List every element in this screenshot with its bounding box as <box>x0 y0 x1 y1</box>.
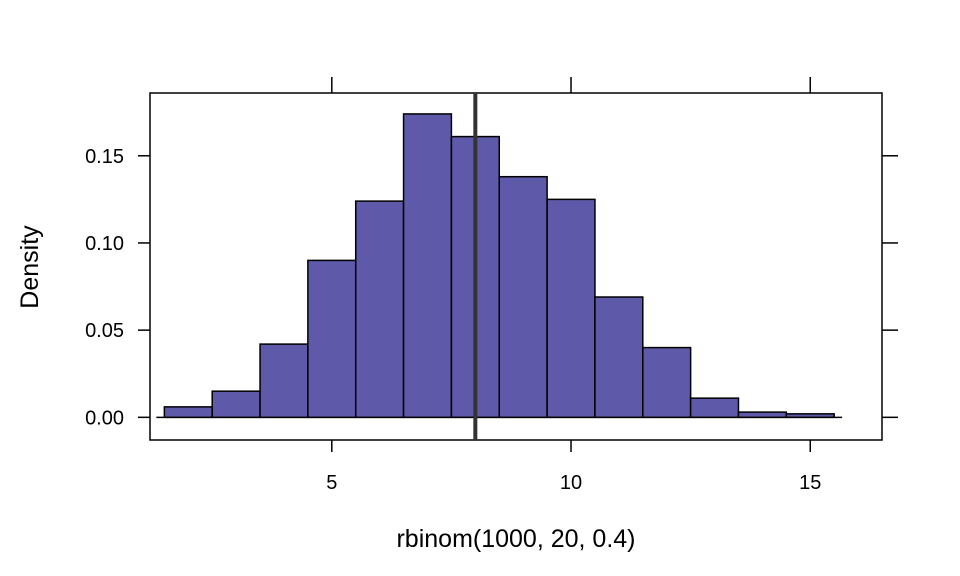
x-tick-label: 15 <box>799 472 821 494</box>
y-tick-label: 0.00 <box>85 407 124 429</box>
histogram-bar <box>211 390 261 419</box>
y-tick-label: 0.05 <box>85 320 124 342</box>
histogram-bar <box>402 113 453 419</box>
bars-group <box>156 93 843 440</box>
histogram-bar <box>354 200 405 419</box>
histogram-bar <box>737 411 788 419</box>
histogram-bar <box>259 343 309 419</box>
histogram-bar <box>689 397 740 419</box>
x-axis-label: rbinom(1000, 20, 0.4) <box>396 525 635 553</box>
axes-group: 5 10 15 0.00 0.05 0.10 0.15 <box>85 77 898 494</box>
plot-panel-border <box>149 92 883 441</box>
histogram-bar <box>785 413 835 419</box>
x-tick-label: 10 <box>560 472 582 494</box>
y-tick-label: 0.10 <box>85 233 124 255</box>
histogram-bar <box>498 175 548 419</box>
histogram-bar <box>642 346 692 419</box>
histogram-bar <box>546 198 596 419</box>
x-tick-label: 5 <box>326 472 337 494</box>
histogram-bar <box>163 406 213 419</box>
y-axis-label: Density <box>16 225 44 309</box>
y-tick-label: 0.15 <box>85 146 124 168</box>
histogram-bar <box>307 259 357 419</box>
histogram-bar <box>594 296 644 419</box>
